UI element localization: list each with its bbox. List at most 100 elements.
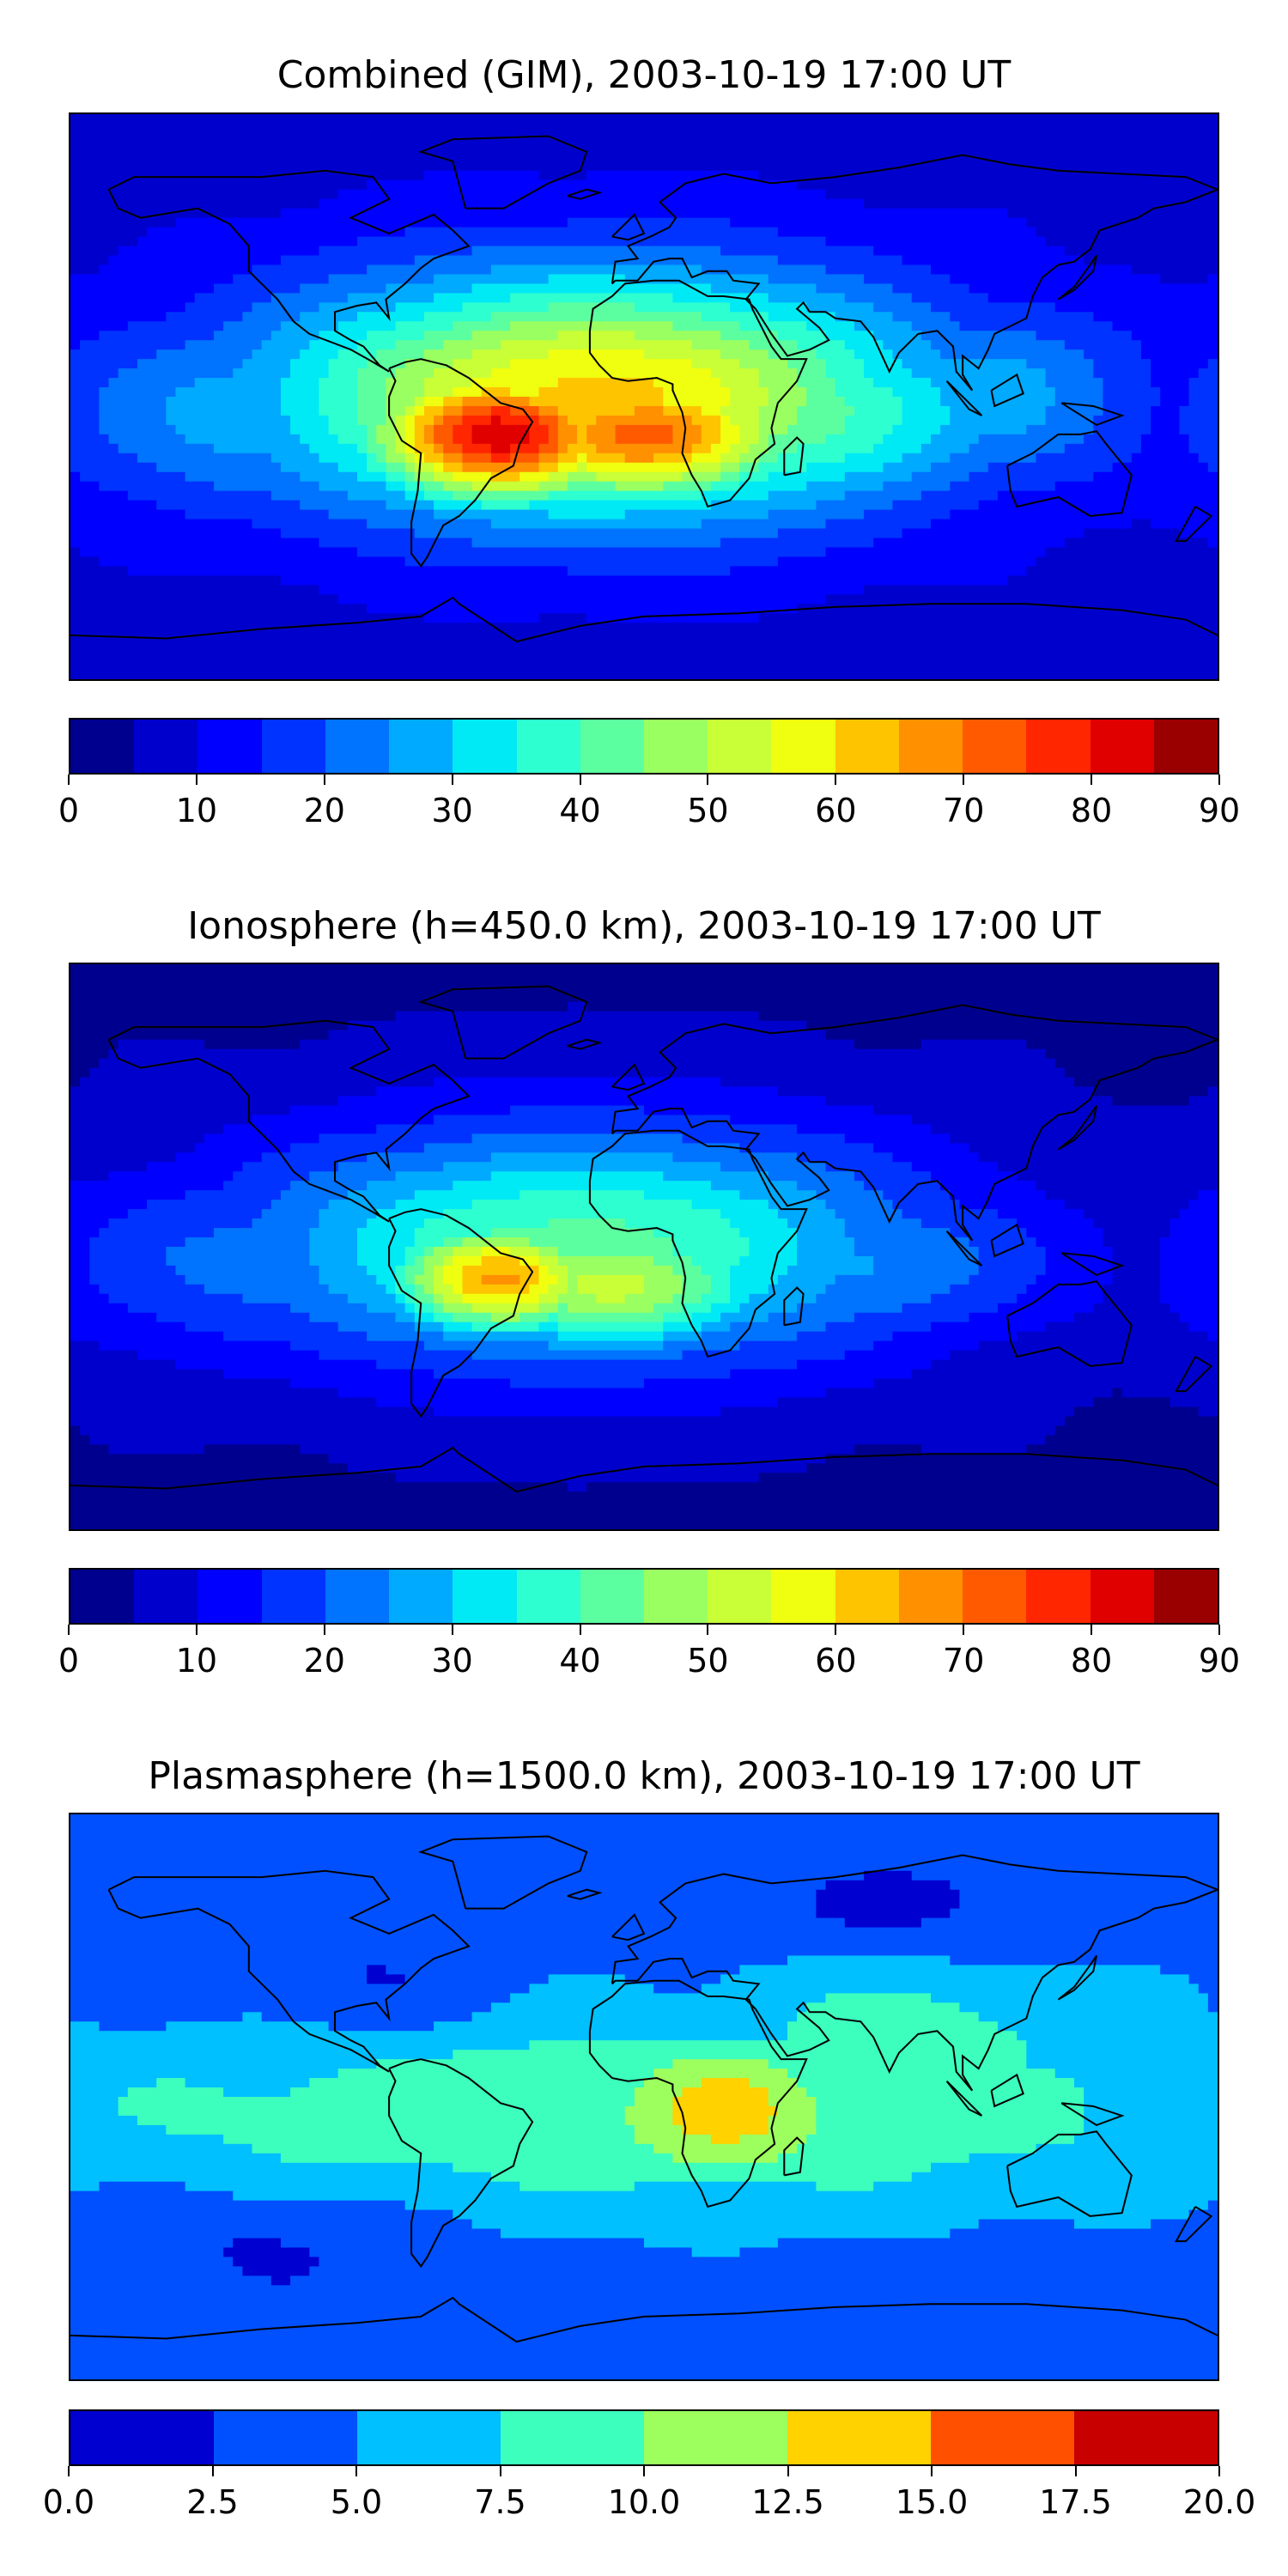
field-cell bbox=[453, 2162, 932, 2173]
field-cell bbox=[337, 462, 368, 473]
field-cell bbox=[70, 236, 138, 247]
field-cell bbox=[328, 368, 358, 379]
field-cell bbox=[538, 1247, 559, 1257]
field-cell bbox=[70, 1190, 186, 1200]
field-cell bbox=[367, 604, 798, 614]
field-cell bbox=[615, 434, 673, 445]
field-cell bbox=[844, 453, 903, 464]
tick-mark bbox=[68, 2466, 70, 2476]
field-cell bbox=[969, 1237, 1037, 1248]
field-cell bbox=[357, 443, 368, 454]
field-cell bbox=[529, 1237, 673, 1248]
field-cell bbox=[548, 434, 559, 445]
field-cell bbox=[89, 1247, 167, 1257]
field-cell bbox=[185, 2181, 520, 2192]
field-cell bbox=[309, 2247, 693, 2257]
field-cell bbox=[404, 2200, 1209, 2211]
field-cell bbox=[950, 2228, 1218, 2239]
field-cell bbox=[1074, 1406, 1200, 1417]
field-cell bbox=[337, 349, 377, 360]
field-cell bbox=[70, 1899, 817, 1910]
field-cell bbox=[223, 1124, 377, 1134]
field-cell bbox=[319, 453, 368, 464]
field-cell bbox=[434, 509, 550, 520]
field-cell bbox=[797, 1255, 874, 1267]
field-cell bbox=[653, 2069, 788, 2079]
coastline bbox=[567, 1888, 603, 1900]
tick-mark bbox=[68, 1625, 70, 1635]
coastline bbox=[418, 1835, 588, 1910]
field-cell bbox=[682, 1274, 712, 1285]
field-cell bbox=[538, 405, 559, 416]
field-cell bbox=[70, 2078, 157, 2088]
field-cell bbox=[414, 1228, 492, 1238]
field-cell bbox=[1093, 1303, 1170, 1314]
field-cell bbox=[902, 415, 951, 426]
field-cell bbox=[290, 415, 330, 426]
field-cell bbox=[80, 1425, 1056, 1436]
field-cell bbox=[233, 2257, 320, 2267]
field-cell bbox=[166, 405, 282, 416]
field-cell bbox=[710, 2134, 740, 2145]
field-cell bbox=[892, 1331, 1018, 1342]
field-cell bbox=[873, 378, 932, 388]
field-cell bbox=[825, 1200, 894, 1210]
field-cell bbox=[806, 397, 846, 407]
field-cell bbox=[768, 509, 865, 520]
field-cell bbox=[70, 1482, 568, 1492]
field-cell bbox=[1160, 274, 1209, 284]
field-cell bbox=[682, 2087, 769, 2098]
field-cell bbox=[414, 424, 425, 435]
field-cell bbox=[70, 1096, 339, 1107]
colorbar-segment bbox=[1153, 1570, 1218, 1623]
colorbar-segment bbox=[389, 1570, 453, 1623]
field-cell bbox=[557, 1247, 673, 1257]
field-cell bbox=[682, 1284, 712, 1295]
field-cell bbox=[70, 274, 234, 284]
field-cell bbox=[175, 1265, 320, 1276]
field-cell bbox=[538, 481, 568, 492]
field-cell bbox=[395, 302, 464, 313]
field-cell bbox=[376, 2059, 673, 2069]
colorbar-segment bbox=[70, 720, 135, 773]
field-cell bbox=[137, 1350, 320, 1361]
field-cell bbox=[453, 1255, 483, 1267]
field-cell bbox=[902, 1209, 999, 1219]
field-cell bbox=[959, 321, 1114, 331]
field-cell bbox=[70, 2209, 453, 2221]
field-cell bbox=[70, 594, 339, 605]
field-cell bbox=[434, 1293, 444, 1304]
tick-label: 30 bbox=[431, 1642, 473, 1680]
field-cell bbox=[319, 1218, 368, 1229]
field-cell bbox=[270, 490, 349, 501]
field-cell bbox=[70, 1350, 138, 1361]
field-cell bbox=[490, 453, 511, 464]
field-cell bbox=[768, 434, 827, 445]
field-cell bbox=[290, 2275, 1218, 2286]
field-cell bbox=[730, 1265, 788, 1276]
field-cell bbox=[70, 179, 368, 191]
field-cell bbox=[691, 1200, 769, 1210]
field-cell bbox=[510, 321, 673, 331]
field-cell bbox=[70, 302, 186, 313]
field-cell bbox=[395, 1011, 760, 1022]
field-cell bbox=[950, 1880, 1218, 1891]
panel-1-map bbox=[69, 112, 1219, 681]
colorbar-segment bbox=[1090, 720, 1154, 773]
field-cell bbox=[300, 283, 386, 294]
field-cell bbox=[434, 1115, 731, 1125]
field-cell bbox=[252, 264, 368, 275]
field-cell bbox=[653, 1228, 740, 1238]
field-cell bbox=[70, 982, 1218, 993]
field-cell bbox=[1045, 1247, 1114, 1257]
tick-label: 40 bbox=[559, 1642, 601, 1680]
field-cell bbox=[672, 2115, 769, 2126]
colorbar-segment bbox=[70, 1570, 135, 1623]
field-cell bbox=[99, 1058, 1056, 1069]
field-cell bbox=[1093, 424, 1151, 435]
field-cell bbox=[825, 594, 1218, 605]
field-cell bbox=[911, 1162, 999, 1172]
field-cell bbox=[577, 453, 587, 464]
field-cell bbox=[969, 1312, 1075, 1323]
field-cell bbox=[270, 453, 320, 464]
